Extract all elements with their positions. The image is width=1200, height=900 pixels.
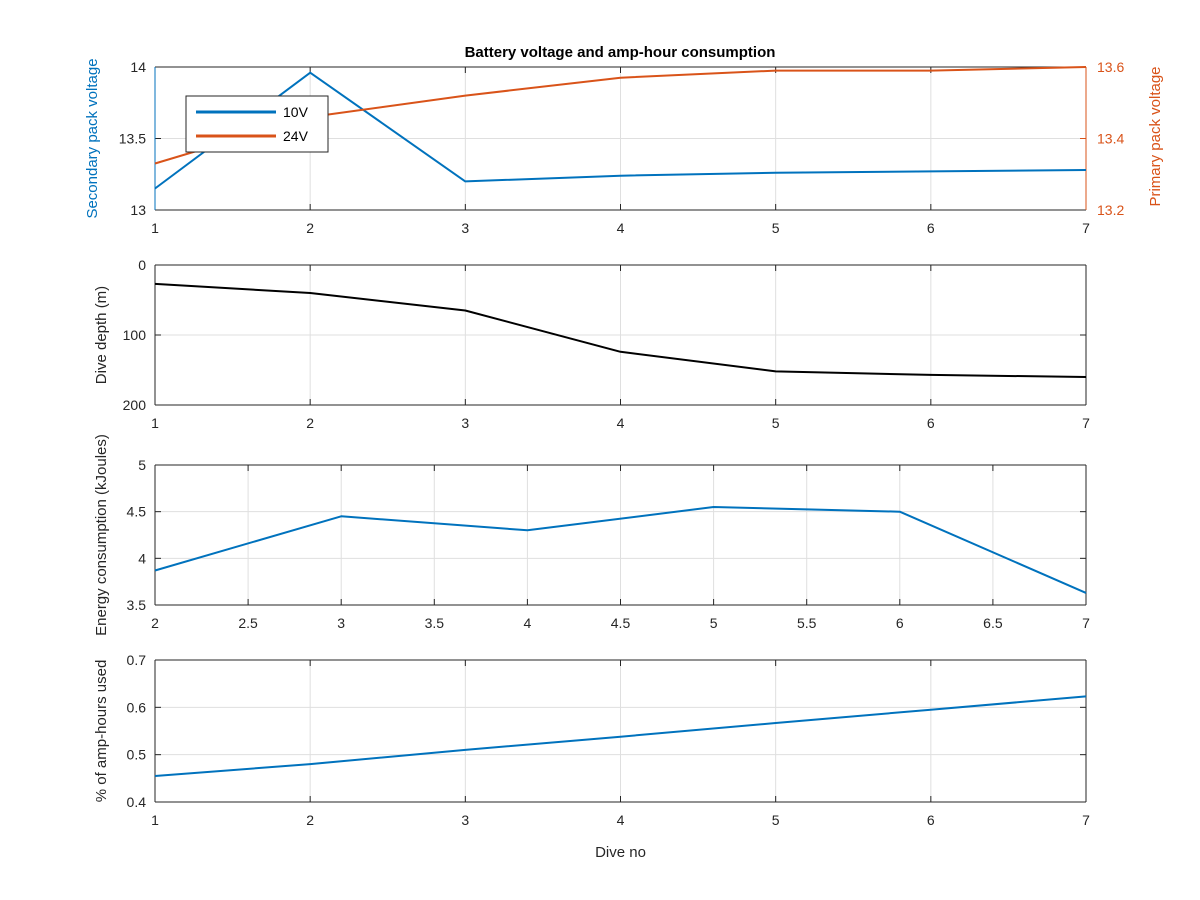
panel-4: 1 2 3 4 5 6 7 0.4 0.5 0.6 0.7 % of amp-hours used Di… [93,652,1090,861]
y-tick-label: 3.5 [127,597,147,613]
y-axis-label: Dive depth (m) [93,286,110,384]
x-tick-label: 6 [896,615,904,631]
y-axis-label: Energy consumption (kJoules) [93,434,110,636]
y-tick-label: 0.7 [127,652,147,668]
x-tick-label: 4.5 [611,615,631,631]
y-tick-label: 0 [138,257,146,273]
y-right-axis-label: Primary pack voltage [1147,66,1164,206]
y-tick-label: 4 [138,550,146,566]
series-line [154,506,1087,594]
y-tick-label: 13 [130,202,146,218]
x-tick-label: 7 [1082,812,1090,828]
y-tick-label: 4.5 [127,504,147,520]
x-tick-label: 5.5 [797,615,817,631]
x-tick-label: 4 [617,415,625,431]
panel-3: 2 2.5 3 3.5 4 4.5 5 5.5 6 6.5 7 3.5 4 4.5 5 Energy cons… [93,434,1090,636]
x-tick-label: 4 [617,220,625,236]
x-tick-label: 1 [151,415,159,431]
y-right-tick-label: 13.6 [1097,59,1124,75]
x-tick-label: 3 [461,812,469,828]
y-right-tick-label: 13.4 [1097,131,1124,147]
y-tick-label: 100 [123,327,147,343]
x-tick-label: 7 [1082,615,1090,631]
y-tick-label: 0.4 [127,794,147,810]
x-tick-label: 6 [927,415,935,431]
chart-title: Battery voltage and amp-hour consumption [465,44,776,61]
x-tick-label: 7 [1082,220,1090,236]
y-tick-label: 14 [130,59,146,75]
y-tick-label: 0.6 [127,699,147,715]
x-tick-label: 3 [461,415,469,431]
x-tick-label: 3 [461,220,469,236]
y-tick-label: 200 [123,397,147,413]
x-tick-label: 5 [772,220,780,236]
x-tick-label: 3.5 [425,615,445,631]
x-tick-label: 6 [927,812,935,828]
series-line [154,695,1087,777]
x-tick-label: 4 [524,615,532,631]
y-axis-label: Secondary pack voltage [84,58,101,218]
legend-label: 10V [283,104,309,120]
series-line-10v [154,71,1087,190]
x-tick-label: 2 [151,615,159,631]
legend-label: 24V [283,128,309,144]
panel-2: 1 2 3 4 5 6 7 0 100 200 Dive depth (m) [93,257,1090,431]
panel-1: 1 2 3 4 5 6 7 13 13.5 14 Secondary pack voltage 13.… [84,58,1164,236]
x-tick-label: 1 [151,220,159,236]
legend-box [185,95,329,153]
x-tick-label: 5 [772,415,780,431]
x-tick-label: 5 [710,615,718,631]
x-tick-label: 3 [337,615,345,631]
x-tick-label: 1 [151,812,159,828]
x-tick-label: 5 [772,812,780,828]
x-tick-label: 7 [1082,415,1090,431]
legend: 10V 24V [185,95,329,153]
x-tick-label: 6.5 [983,615,1003,631]
x-axis-label: Dive no [595,844,646,861]
x-tick-label: 2 [306,220,314,236]
x-tick-label: 4 [617,812,625,828]
x-tick-label: 6 [927,220,935,236]
y-tick-label: 5 [138,457,146,473]
y-right-tick-label: 13.2 [1097,202,1124,218]
y-axis-label: % of amp-hours used [93,660,110,803]
x-tick-label: 2.5 [238,615,258,631]
y-tick-label: 0.5 [127,747,147,763]
x-tick-label: 2 [306,415,314,431]
y-tick-label: 13.5 [119,131,146,147]
series-line [154,282,1087,378]
x-tick-label: 2 [306,812,314,828]
